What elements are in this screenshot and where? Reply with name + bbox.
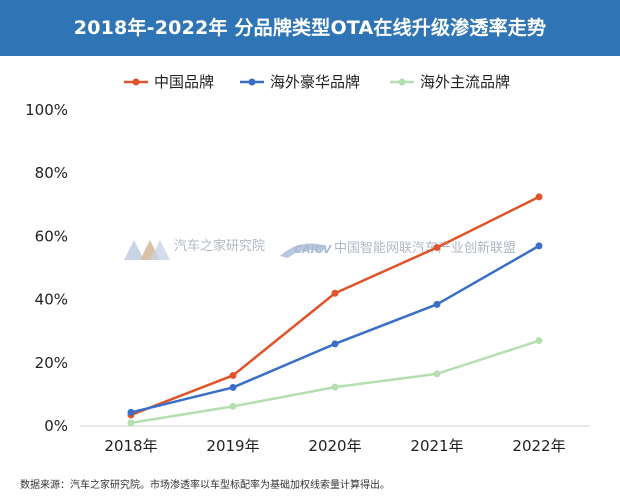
legend-swatch-marker [398, 78, 406, 86]
autohome-logo [124, 240, 170, 260]
legend-swatch-marker [248, 78, 256, 86]
data-point [229, 383, 237, 391]
data-point [229, 402, 237, 410]
data-point [535, 193, 543, 201]
series-1 [127, 193, 543, 419]
data-point [127, 408, 135, 416]
y-tick-label: 20% [35, 354, 68, 372]
data-point [433, 300, 441, 308]
y-tick-label: 100% [25, 101, 68, 119]
series-line [130, 195, 540, 417]
svg-text:CAICV: CAICV [294, 243, 333, 256]
y-tick-label: 60% [35, 227, 68, 245]
series-layer [127, 193, 543, 427]
legend-label: 海外主流品牌 [420, 73, 510, 91]
y-tick-label: 0% [44, 417, 68, 435]
x-tick-label: 2019年 [206, 437, 259, 455]
line-chart: 汽车之家研究院 CAICV 中国智能网联汽车产业创新联盟 中国品牌 海外豪华品牌 海… [25, 73, 590, 455]
y-tick-label: 40% [35, 291, 68, 309]
data-point [433, 243, 441, 251]
watermark-layer: 汽车之家研究院 CAICV 中国智能网联汽车产业创新联盟 [124, 238, 516, 260]
chart-title-banner: 2018年-2022年 分品牌类型OTA在线升级渗透率走势 [0, 0, 620, 56]
legend-item: 中国品牌 [124, 73, 214, 91]
data-point [331, 340, 339, 348]
legend-item: 海外豪华品牌 [240, 73, 360, 91]
y-tick-label: 80% [35, 164, 68, 182]
y-axis-labels: 0% 20% 40% 60% 80% 100% [25, 101, 68, 435]
data-point [127, 419, 135, 427]
source-note: 数据来源：汽车之家研究院。市场渗透率以车型标配率为基础加权线索量计算得出。 [20, 480, 390, 491]
x-tick-label: 2022年 [512, 437, 565, 455]
series-3 [127, 337, 543, 427]
data-point [229, 371, 237, 379]
legend: 中国品牌 海外豪华品牌 海外主流品牌 [124, 73, 510, 91]
legend-label: 中国品牌 [154, 73, 214, 91]
data-point [433, 370, 441, 378]
legend-swatch-marker [132, 78, 140, 86]
data-point [535, 337, 543, 345]
chart-title: 2018年-2022年 分品牌类型OTA在线升级渗透率走势 [73, 17, 547, 39]
data-point [331, 289, 339, 297]
data-point [535, 242, 543, 250]
x-axis-labels: 2018年 2019年 2020年 2021年 2022年 [104, 437, 565, 455]
data-point [331, 383, 339, 391]
x-tick-label: 2018年 [104, 437, 157, 455]
autohome-watermark: 汽车之家研究院 [174, 238, 265, 254]
alliance-logo: CAICV [280, 243, 333, 258]
series-2 [127, 242, 543, 416]
x-tick-label: 2020年 [308, 437, 361, 455]
alliance-watermark: 中国智能网联汽车产业创新联盟 [334, 240, 516, 256]
legend-item: 海外主流品牌 [390, 73, 510, 91]
x-tick-label: 2021年 [410, 437, 463, 455]
legend-label: 海外豪华品牌 [270, 73, 360, 91]
series-line [130, 339, 540, 425]
